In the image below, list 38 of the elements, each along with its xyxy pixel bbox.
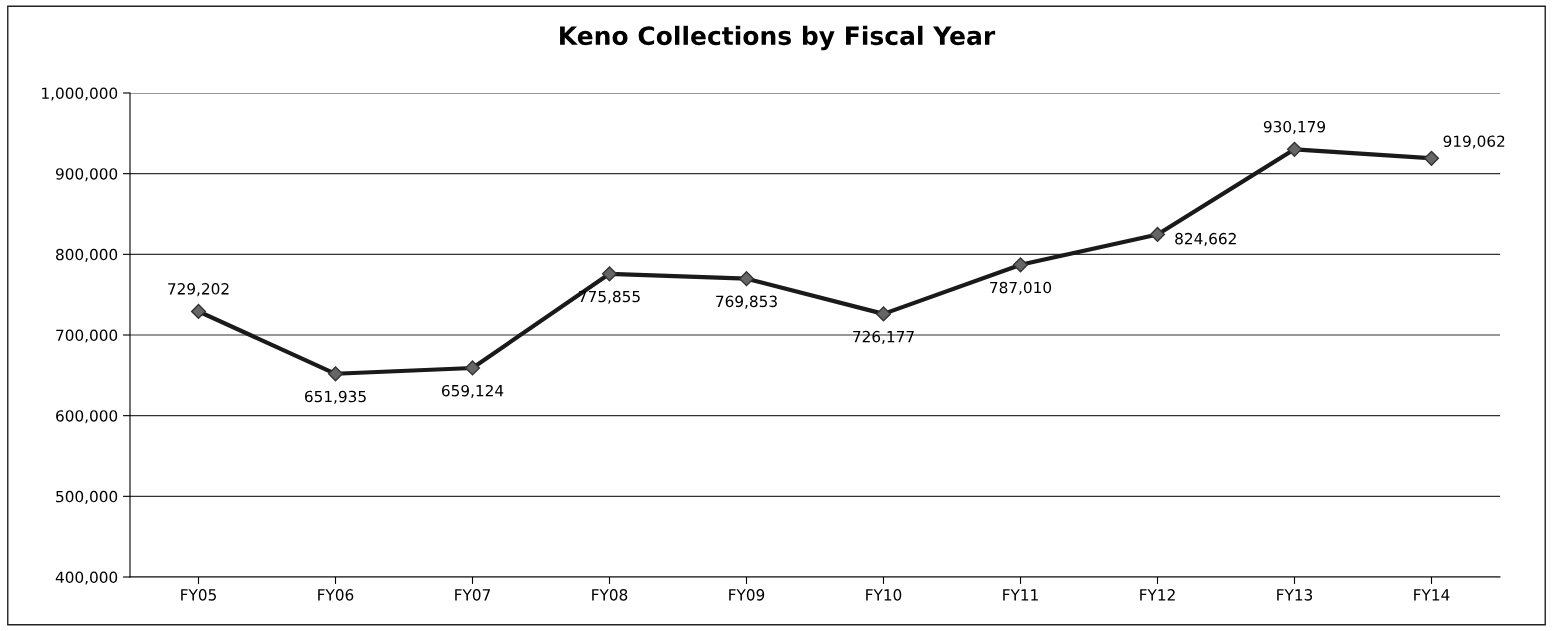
x-tick-label: FY07 [455, 589, 490, 601]
x-tick-label: FY14 [1414, 589, 1450, 601]
data-label: 769,853 [716, 295, 777, 309]
point [738, 271, 755, 287]
data-label: 729,202 [168, 283, 229, 297]
data-label: 919,062 [1443, 135, 1505, 149]
point [327, 366, 344, 382]
point [1423, 150, 1440, 166]
chart-title: Keno Collections by Fiscal Year [560, 25, 996, 51]
data-label: 726,177 [853, 330, 914, 344]
point [601, 266, 618, 282]
y-tick-label: 800,000 [56, 248, 118, 262]
y-tick-label: 600,000 [56, 410, 118, 424]
x-tick-label: FY11 [1003, 589, 1038, 601]
data-label: 787,010 [990, 281, 1052, 295]
y-tick-label: 900,000 [55, 168, 118, 182]
y-tick-label: 500,000 [56, 490, 118, 504]
x-tick-label: FY05 [181, 589, 216, 601]
x-tick-label: FY06 [318, 589, 354, 601]
x-tick-label: FY09 [729, 589, 765, 601]
data-label: 659,124 [441, 384, 504, 399]
point [190, 303, 207, 320]
data-label: 775,855 [579, 290, 640, 304]
point [875, 306, 892, 322]
x-tick-label: FY13 [1277, 589, 1313, 601]
x-tick-label: FY10 [866, 589, 902, 601]
point [1012, 257, 1029, 273]
point [464, 360, 481, 376]
data-label: 651,935 [304, 390, 366, 404]
y-tick-label: 700,000 [56, 329, 118, 343]
data-label: 824,662 [1175, 232, 1236, 246]
data-label: 930,179 [1263, 120, 1326, 135]
point [1149, 226, 1166, 243]
x-tick-label: FY08 [592, 589, 628, 601]
y-tick-label: 400,000 [55, 571, 118, 585]
y-tick-label: 1,000,000 [42, 87, 118, 101]
x-tick-label: FY12 [1140, 589, 1175, 601]
point [1286, 141, 1303, 157]
